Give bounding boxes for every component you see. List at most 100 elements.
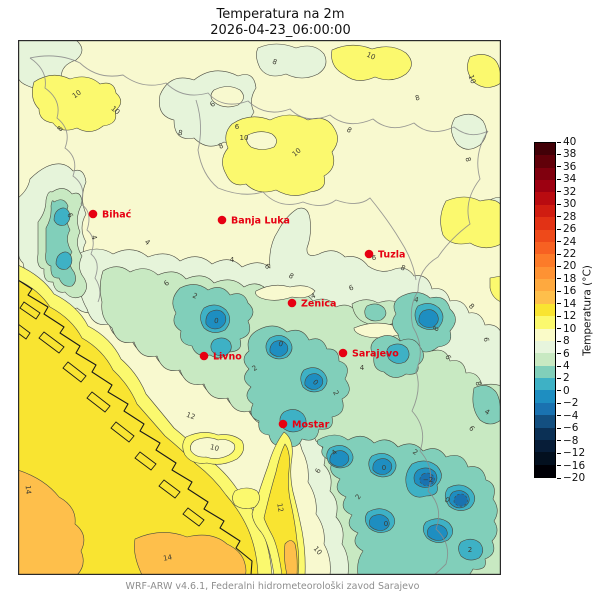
colorbar-tick-mark	[557, 465, 561, 467]
colorbar-tick-mark	[557, 340, 561, 342]
colorbar-tick-label: −6	[563, 422, 579, 435]
colorbar-band	[535, 316, 555, 330]
contour-label: 8	[56, 125, 65, 133]
colorbar-tick-label: 22	[563, 248, 577, 260]
contour-label: 6	[162, 279, 171, 288]
colorbar-band	[535, 328, 555, 342]
contour-label: 8	[474, 381, 483, 387]
country-border-north	[29, 55, 489, 136]
colorbar-band	[535, 353, 555, 367]
contour-label: 12	[185, 411, 196, 422]
city-label: Tuzla	[378, 250, 405, 261]
city-label: Bihać	[102, 210, 132, 221]
colorbar-tick-mark	[557, 427, 561, 429]
colorbar-band	[535, 217, 555, 231]
colorbar-tick-label: 32	[563, 185, 577, 198]
contour-label: 10	[365, 51, 376, 62]
colorbar-tick-mark	[557, 216, 561, 218]
colorbar-tick-label: 26	[563, 223, 577, 236]
colorbar-tick-label: 6	[563, 347, 570, 360]
contour-label: 8	[287, 272, 295, 281]
contour-label: 0	[384, 520, 388, 528]
city-dot	[287, 298, 297, 308]
contour-label: 0	[443, 496, 451, 505]
colorbar-band	[535, 415, 555, 428]
contour-label: 8	[414, 94, 420, 103]
contour-label: 8	[177, 129, 183, 138]
city-label: Zenica	[301, 299, 336, 310]
colorbar-tick-mark	[557, 265, 561, 267]
colorbar-tick-label: 18	[563, 272, 577, 285]
colorbar-tick-mark	[557, 303, 561, 305]
colorbar-band	[535, 241, 555, 255]
colorbar-band	[535, 266, 555, 280]
contour-label: 8	[217, 142, 225, 151]
colorbar-tick-mark	[557, 178, 561, 180]
colorbar-tick-mark	[557, 166, 561, 168]
contour-label: 4	[143, 238, 152, 247]
colorbar-band	[535, 439, 555, 453]
country-border-west	[29, 57, 101, 303]
colorbar	[534, 142, 556, 478]
colorbar-band	[535, 143, 555, 156]
contour-label: 10	[291, 147, 303, 159]
colorbar-tick-label: 10	[563, 322, 577, 335]
colorbar-tick-mark	[557, 315, 561, 317]
colorbar-band	[535, 427, 555, 441]
colorbar-tick-mark	[557, 241, 561, 243]
contour-label: 4	[360, 364, 365, 372]
contour-label: 6	[348, 283, 355, 292]
colorbar-band	[535, 167, 555, 181]
city-dot	[364, 249, 374, 259]
city-marker-livno: Livno	[199, 352, 242, 363]
colorbar-tick-label: 36	[563, 160, 577, 173]
colorbar-tick-label: 34	[563, 173, 577, 186]
colorbar-tick-label: 38	[563, 148, 577, 161]
colorbar-tick-label: 4	[563, 360, 570, 372]
colorbar-tick-mark	[557, 415, 561, 417]
colorbar-band	[535, 229, 555, 243]
colorbar-band	[535, 204, 555, 218]
colorbar-tick-mark	[557, 141, 561, 143]
colorbar-tick-mark	[557, 203, 561, 205]
city-dot	[217, 215, 227, 225]
contour-label: 6	[235, 123, 240, 131]
colorbar-tick-mark	[557, 440, 561, 442]
colorbar-tick-label: 24	[563, 235, 577, 248]
colorbar-tick-mark	[557, 390, 561, 392]
country-border-east	[410, 130, 489, 575]
plot-title: Temperatura na 2m 2026-04-23_06:00:00	[0, 7, 561, 39]
city-label: Mostar	[292, 420, 330, 431]
plot-title-line1: Temperatura na 2m	[216, 7, 345, 22]
city-label: Sarajevo	[352, 349, 399, 360]
contour-label: 10	[467, 74, 478, 85]
contour-label: 0	[277, 340, 284, 349]
colorbar-tick-label: 40	[563, 136, 577, 148]
colorbar-tick-label: −16	[563, 459, 586, 472]
colorbar-tick-label: 2	[563, 372, 570, 385]
city-marker-sarajevo: Sarajevo	[338, 349, 399, 360]
map-area: 8 10 10 8 8 6 8 6 10 10 10 8 10 8 8 6 4 4 6 2 0 4 6 8 4 6 8 6 4 8 8 6 0 2…	[18, 40, 501, 575]
contour-label: 4	[330, 448, 339, 457]
contour-label: 10	[240, 134, 249, 142]
colorbar-tick-mark	[557, 452, 561, 454]
colorbar-axis-label: Temperatura (°C)	[581, 265, 594, 356]
contour-label: 8	[463, 156, 472, 162]
contour-label: 6	[208, 100, 217, 109]
contour-label: 4	[413, 296, 419, 305]
attribution-footer: WRF-ARW v4.6.1, Federalni hidrometeorolo…	[125, 581, 420, 592]
colorbar-tick-label: −20	[563, 472, 586, 484]
colorbar-band	[535, 279, 555, 292]
city-marker-mostar: Mostar	[278, 420, 330, 431]
plot-title-line2: 2026-04-23_06:00:00	[210, 23, 351, 38]
colorbar-band	[535, 402, 555, 416]
colorbar-band	[535, 390, 555, 404]
inner-border-line	[195, 99, 417, 281]
city-marker-bihać: Bihać	[88, 210, 132, 221]
colorbar-band	[535, 340, 555, 354]
colorbar-tick-mark	[557, 365, 561, 367]
colorbar-tick-mark	[557, 377, 561, 379]
contour-label: 8	[467, 302, 476, 311]
